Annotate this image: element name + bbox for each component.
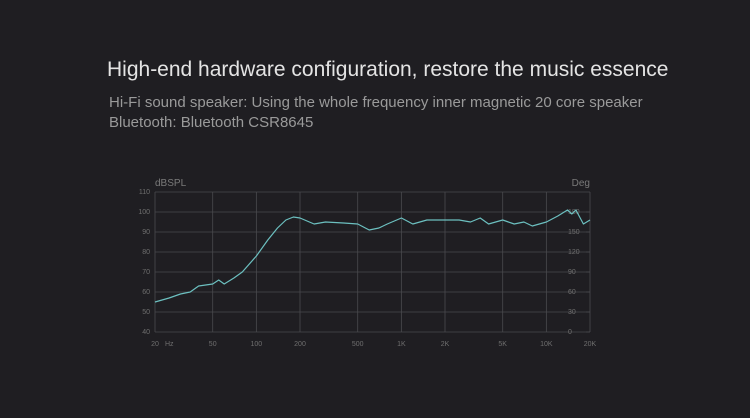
y2-tick-label: 90 [568, 269, 576, 276]
response-line [154, 209, 591, 303]
x-tick-label: 10K [540, 341, 553, 348]
x-tick-label: 100 [251, 341, 263, 348]
y-axis-label: dBSPL [155, 178, 187, 189]
y-tick-label: 70 [142, 269, 150, 276]
y2-tick-label: 30 [568, 309, 576, 316]
x-tick-label: 500 [352, 341, 364, 348]
x-tick-label: 50 [209, 341, 217, 348]
y-tick-label: 110 [139, 189, 150, 196]
y2-axis-label: Deg [572, 178, 590, 189]
x-tick-label: 2K [441, 341, 450, 348]
y-tick-label: 100 [138, 209, 150, 216]
y-tick-label: 40 [142, 329, 150, 336]
y2-tick-label: 60 [568, 289, 576, 296]
subtitle: Hi-Fi sound speaker: Using the whole fre… [109, 94, 643, 111]
x-tick-label: 5K [498, 341, 507, 348]
y-tick-label: 90 [142, 229, 150, 236]
y-tick-label: 50 [142, 309, 150, 316]
x-tick-label: 1K [397, 341, 406, 348]
subtitle: Bluetooth: Bluetooth CSR8645 [109, 114, 313, 131]
y2-tick-label: 120 [568, 249, 580, 256]
x-axis-label: Hz [165, 341, 174, 348]
title: High-end hardware configuration, restore… [107, 58, 668, 81]
y-tick-label: 60 [142, 289, 150, 296]
x-tick-label: 200 [294, 341, 306, 348]
y2-tick-label: 150 [568, 229, 580, 236]
x-tick-label: 20 [151, 341, 159, 348]
y2-tick-label: 0 [568, 329, 572, 336]
y-tick-label: 80 [142, 249, 150, 256]
x-tick-label: 20K [584, 341, 597, 348]
